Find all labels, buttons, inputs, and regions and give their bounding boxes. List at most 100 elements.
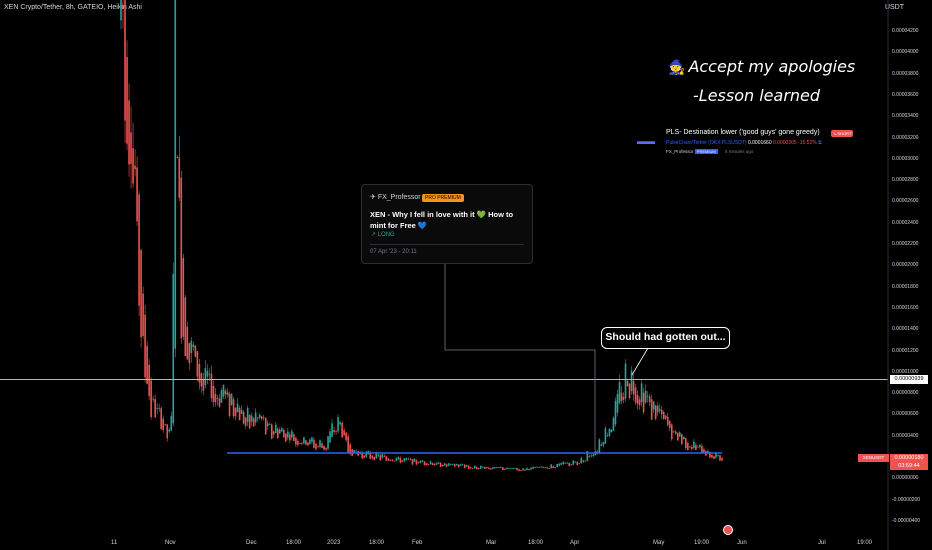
country-flag-icon[interactable] [723,525,733,535]
price-tick-label: 0.00000000 [892,475,919,482]
candle-body [582,460,585,462]
candle-body [285,433,287,442]
candle-body [691,446,693,450]
candle-body [429,461,432,465]
candle-body [329,431,331,443]
candle-body [668,421,671,428]
candle-body [323,445,325,450]
candle-body [644,390,647,403]
candle-body [628,383,631,399]
candle-body [486,467,488,468]
idea-symbol[interactable]: PulseChain/Tether (OKX:PLSUSDT) [666,140,747,146]
candle-body [455,463,458,466]
candle-body [361,452,364,459]
candle-body [443,463,446,466]
candle-body [713,456,715,459]
candle-body [592,454,595,456]
time-tick-label: May [653,540,665,546]
candle-body [564,463,567,464]
candle-body [431,462,434,465]
candle-body [534,467,536,469]
candle-body [606,435,609,437]
price-tick-label: 0.00003000 [892,155,919,162]
candle-body [670,424,673,440]
idea-time: 5 minutes ago [724,149,754,154]
candle-body [660,409,663,415]
candle-body [210,373,213,399]
price-tick-label: 0.00004200 [892,28,919,34]
idea-connector [444,262,596,450]
candle-body [154,399,156,418]
candle-body [526,467,528,471]
candle-body [467,465,470,469]
candle-body [634,387,637,403]
idea-thumbnail-icon[interactable]: ▬▬ [637,136,655,146]
candle-body [178,157,181,198]
candle-body [522,468,524,471]
divider [370,244,524,245]
candle-body [484,467,486,469]
candle-body [399,458,402,463]
idea-direction-short: ↘ SHORT [831,130,854,137]
price-tick-label: 0.00002600 [892,198,919,205]
candle-body [542,466,544,468]
price-tick-label: 0.00004000 [892,49,919,56]
candle-body [198,363,201,383]
candle-body [321,443,323,449]
idea-headline[interactable]: PLS- Destination lower ('good guys' gone… [666,129,820,136]
candle-body [498,467,500,468]
candle-body [319,440,321,447]
candle-body [250,415,253,422]
candle-body [373,456,376,461]
candle-body [500,467,502,469]
candle-body [514,467,516,469]
price-tick-label: -0.00000200 [892,496,921,503]
idea-direction-long: ↗ LONG [371,232,395,238]
candle-body [164,424,167,426]
idea-card-pls[interactable]: ▬▬ PLS- Destination lower ('good guys' g… [637,128,867,160]
candle-body [419,461,422,463]
idea-author[interactable]: ✈ FX_Professor [370,194,421,201]
candle-body [471,467,474,469]
time-tick-label: Feb [412,540,423,546]
external-link-icon[interactable]: ⧉ [818,140,822,146]
candle-body [610,429,613,433]
candle-body [180,177,183,339]
price-tick-label: -0.00000400 [892,518,921,524]
candle-body [262,417,265,419]
candle-body [492,467,494,469]
candle-body [417,462,420,464]
candle-body [212,385,215,403]
time-tick-label: Dec [246,540,257,546]
candle-body [260,416,263,419]
candle-body [695,444,697,450]
candle-body [622,396,625,400]
candle-body [333,430,335,433]
candle-body [451,463,454,465]
candle-body [518,469,520,471]
candle-body [182,257,185,337]
candle-body [134,165,136,170]
candle-body [190,340,193,354]
idea-author[interactable]: FX_Professor [666,149,694,154]
currency-label: USDT [884,4,904,11]
price-tick-label: 0.00003400 [892,113,919,120]
candle-body [530,467,532,470]
candle-body [196,351,199,377]
apology-text: Accept my apologies [688,57,856,76]
candle-body [658,408,661,411]
candle-body [602,441,605,446]
candle-body [176,157,179,158]
candle-body [630,370,633,391]
candle-body [652,401,655,410]
candle-body [276,428,279,439]
candle-body [703,449,705,454]
candle-body [717,455,719,457]
symbol-label: XENUSDT [858,454,889,462]
candle-body [218,398,221,407]
idea-card-xen[interactable]: ✈ FX_Professor PRO PREMIUM XEN - Why I f… [361,184,533,264]
candle-body [206,370,209,377]
lesson-annotation: -Lesson learned [693,86,821,105]
idea-headline[interactable]: XEN - Why I fell in love with it 💚 How t… [370,210,514,230]
